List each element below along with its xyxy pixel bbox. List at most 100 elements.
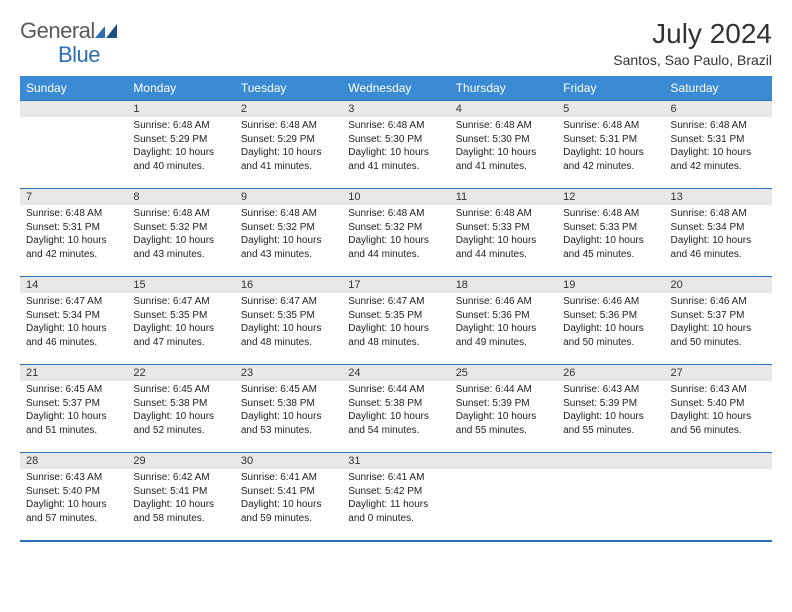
day-cell: 29Sunrise: 6:42 AMSunset: 5:41 PMDayligh…	[127, 453, 234, 541]
day-number-empty	[557, 453, 664, 469]
day-number: 29	[127, 453, 234, 469]
week-row: 28Sunrise: 6:43 AMSunset: 5:40 PMDayligh…	[20, 453, 772, 541]
day-number: 2	[235, 101, 342, 117]
day-number: 13	[665, 189, 772, 205]
day-number: 7	[20, 189, 127, 205]
day-details: Sunrise: 6:44 AMSunset: 5:39 PMDaylight:…	[450, 381, 557, 441]
day-cell: 31Sunrise: 6:41 AMSunset: 5:42 PMDayligh…	[342, 453, 449, 541]
day-cell: 4Sunrise: 6:48 AMSunset: 5:30 PMDaylight…	[450, 101, 557, 189]
day-cell	[450, 453, 557, 541]
day-details: Sunrise: 6:47 AMSunset: 5:34 PMDaylight:…	[20, 293, 127, 353]
day-details: Sunrise: 6:41 AMSunset: 5:42 PMDaylight:…	[342, 469, 449, 529]
weekday-header: Wednesday	[342, 76, 449, 101]
day-cell: 14Sunrise: 6:47 AMSunset: 5:34 PMDayligh…	[20, 277, 127, 365]
day-cell: 25Sunrise: 6:44 AMSunset: 5:39 PMDayligh…	[450, 365, 557, 453]
day-number: 3	[342, 101, 449, 117]
weekday-header: Saturday	[665, 76, 772, 101]
day-number-empty	[450, 453, 557, 469]
day-number: 6	[665, 101, 772, 117]
day-details: Sunrise: 6:46 AMSunset: 5:37 PMDaylight:…	[665, 293, 772, 353]
day-details: Sunrise: 6:43 AMSunset: 5:39 PMDaylight:…	[557, 381, 664, 441]
day-details: Sunrise: 6:48 AMSunset: 5:31 PMDaylight:…	[557, 117, 664, 177]
day-details: Sunrise: 6:48 AMSunset: 5:31 PMDaylight:…	[20, 205, 127, 265]
day-cell: 7Sunrise: 6:48 AMSunset: 5:31 PMDaylight…	[20, 189, 127, 277]
day-number: 19	[557, 277, 664, 293]
day-cell: 9Sunrise: 6:48 AMSunset: 5:32 PMDaylight…	[235, 189, 342, 277]
day-details: Sunrise: 6:43 AMSunset: 5:40 PMDaylight:…	[665, 381, 772, 441]
day-number: 31	[342, 453, 449, 469]
day-cell: 23Sunrise: 6:45 AMSunset: 5:38 PMDayligh…	[235, 365, 342, 453]
day-cell: 6Sunrise: 6:48 AMSunset: 5:31 PMDaylight…	[665, 101, 772, 189]
day-details: Sunrise: 6:48 AMSunset: 5:32 PMDaylight:…	[342, 205, 449, 265]
day-cell: 27Sunrise: 6:43 AMSunset: 5:40 PMDayligh…	[665, 365, 772, 453]
day-cell: 24Sunrise: 6:44 AMSunset: 5:38 PMDayligh…	[342, 365, 449, 453]
day-cell: 5Sunrise: 6:48 AMSunset: 5:31 PMDaylight…	[557, 101, 664, 189]
day-details: Sunrise: 6:48 AMSunset: 5:32 PMDaylight:…	[235, 205, 342, 265]
day-cell: 15Sunrise: 6:47 AMSunset: 5:35 PMDayligh…	[127, 277, 234, 365]
day-number: 9	[235, 189, 342, 205]
day-cell: 22Sunrise: 6:45 AMSunset: 5:38 PMDayligh…	[127, 365, 234, 453]
month-title: July 2024	[613, 18, 772, 50]
day-details: Sunrise: 6:41 AMSunset: 5:41 PMDaylight:…	[235, 469, 342, 529]
day-cell: 17Sunrise: 6:47 AMSunset: 5:35 PMDayligh…	[342, 277, 449, 365]
day-details: Sunrise: 6:43 AMSunset: 5:40 PMDaylight:…	[20, 469, 127, 529]
day-cell: 13Sunrise: 6:48 AMSunset: 5:34 PMDayligh…	[665, 189, 772, 277]
location: Santos, Sao Paulo, Brazil	[613, 52, 772, 68]
day-number: 12	[557, 189, 664, 205]
day-cell: 2Sunrise: 6:48 AMSunset: 5:29 PMDaylight…	[235, 101, 342, 189]
day-cell: 18Sunrise: 6:46 AMSunset: 5:36 PMDayligh…	[450, 277, 557, 365]
logo-text-general: General	[20, 18, 95, 43]
day-cell: 8Sunrise: 6:48 AMSunset: 5:32 PMDaylight…	[127, 189, 234, 277]
weekday-header: Friday	[557, 76, 664, 101]
header: General July 2024 Santos, Sao Paulo, Bra…	[20, 18, 772, 68]
title-block: July 2024 Santos, Sao Paulo, Brazil	[613, 18, 772, 68]
day-cell: 30Sunrise: 6:41 AMSunset: 5:41 PMDayligh…	[235, 453, 342, 541]
week-row: 1Sunrise: 6:48 AMSunset: 5:29 PMDaylight…	[20, 101, 772, 189]
day-cell: 26Sunrise: 6:43 AMSunset: 5:39 PMDayligh…	[557, 365, 664, 453]
day-number: 14	[20, 277, 127, 293]
weekday-header: Tuesday	[235, 76, 342, 101]
day-number: 23	[235, 365, 342, 381]
logo-text-blue: Blue	[58, 42, 100, 68]
day-cell: 20Sunrise: 6:46 AMSunset: 5:37 PMDayligh…	[665, 277, 772, 365]
day-number: 17	[342, 277, 449, 293]
day-number: 8	[127, 189, 234, 205]
calendar-table: SundayMondayTuesdayWednesdayThursdayFrid…	[20, 76, 772, 542]
day-details: Sunrise: 6:48 AMSunset: 5:34 PMDaylight:…	[665, 205, 772, 265]
day-number: 26	[557, 365, 664, 381]
day-number: 20	[665, 277, 772, 293]
day-details: Sunrise: 6:44 AMSunset: 5:38 PMDaylight:…	[342, 381, 449, 441]
day-details: Sunrise: 6:48 AMSunset: 5:30 PMDaylight:…	[450, 117, 557, 177]
day-details: Sunrise: 6:46 AMSunset: 5:36 PMDaylight:…	[450, 293, 557, 353]
day-number: 18	[450, 277, 557, 293]
day-number: 1	[127, 101, 234, 117]
day-cell: 1Sunrise: 6:48 AMSunset: 5:29 PMDaylight…	[127, 101, 234, 189]
day-number: 25	[450, 365, 557, 381]
day-details: Sunrise: 6:48 AMSunset: 5:29 PMDaylight:…	[235, 117, 342, 177]
week-row: 7Sunrise: 6:48 AMSunset: 5:31 PMDaylight…	[20, 189, 772, 277]
day-number: 30	[235, 453, 342, 469]
weekday-header-row: SundayMondayTuesdayWednesdayThursdayFrid…	[20, 76, 772, 101]
day-cell: 28Sunrise: 6:43 AMSunset: 5:40 PMDayligh…	[20, 453, 127, 541]
day-details: Sunrise: 6:48 AMSunset: 5:30 PMDaylight:…	[342, 117, 449, 177]
day-details: Sunrise: 6:48 AMSunset: 5:29 PMDaylight:…	[127, 117, 234, 177]
day-number: 4	[450, 101, 557, 117]
week-row: 14Sunrise: 6:47 AMSunset: 5:34 PMDayligh…	[20, 277, 772, 365]
day-details: Sunrise: 6:45 AMSunset: 5:38 PMDaylight:…	[127, 381, 234, 441]
day-details: Sunrise: 6:48 AMSunset: 5:31 PMDaylight:…	[665, 117, 772, 177]
day-details: Sunrise: 6:45 AMSunset: 5:38 PMDaylight:…	[235, 381, 342, 441]
week-row: 21Sunrise: 6:45 AMSunset: 5:37 PMDayligh…	[20, 365, 772, 453]
weekday-header: Thursday	[450, 76, 557, 101]
day-cell: 11Sunrise: 6:48 AMSunset: 5:33 PMDayligh…	[450, 189, 557, 277]
day-cell	[665, 453, 772, 541]
day-details: Sunrise: 6:42 AMSunset: 5:41 PMDaylight:…	[127, 469, 234, 529]
day-details: Sunrise: 6:48 AMSunset: 5:32 PMDaylight:…	[127, 205, 234, 265]
day-cell: 19Sunrise: 6:46 AMSunset: 5:36 PMDayligh…	[557, 277, 664, 365]
day-number: 16	[235, 277, 342, 293]
day-cell: 3Sunrise: 6:48 AMSunset: 5:30 PMDaylight…	[342, 101, 449, 189]
day-details: Sunrise: 6:45 AMSunset: 5:37 PMDaylight:…	[20, 381, 127, 441]
day-details: Sunrise: 6:47 AMSunset: 5:35 PMDaylight:…	[342, 293, 449, 353]
weekday-header: Monday	[127, 76, 234, 101]
day-number: 5	[557, 101, 664, 117]
day-number: 21	[20, 365, 127, 381]
